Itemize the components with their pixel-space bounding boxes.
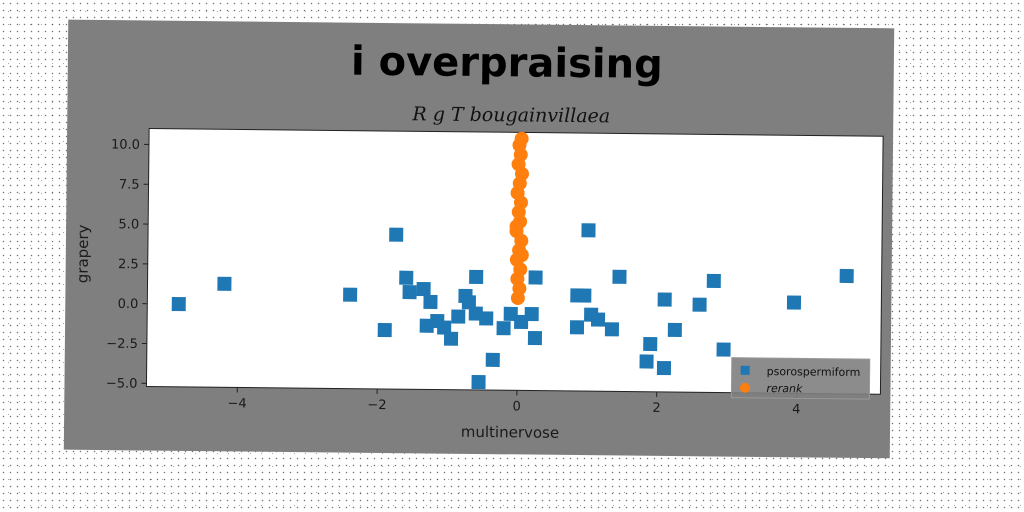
point-psorospermiform <box>471 374 486 390</box>
point-psorospermiform <box>524 307 539 322</box>
point-psorospermiform <box>527 330 543 346</box>
point-psorospermiform <box>479 311 494 326</box>
y-axis: −5.0 −2.5 0.0 2.5 5.0 7.5 10.0 <box>106 138 149 392</box>
point-psorospermiform <box>786 295 802 310</box>
point-psorospermiform <box>437 320 452 335</box>
point-psorospermiform <box>590 312 606 327</box>
point-psorospermiform <box>389 227 404 242</box>
figure-group: i overpraising R g T bougainvillaea −4 −2… <box>63 19 895 459</box>
legend-box <box>730 357 871 400</box>
point-psorospermiform <box>399 270 414 285</box>
point-psorospermiform <box>839 268 854 284</box>
point-psorospermiform <box>577 288 592 303</box>
point-psorospermiform <box>706 273 721 289</box>
point-psorospermiform <box>451 309 466 324</box>
point-rerank <box>514 131 529 146</box>
point-psorospermiform <box>402 285 417 300</box>
x-tick-label: −4 <box>227 396 246 411</box>
point-rerank <box>514 248 529 263</box>
data-marks <box>171 131 854 390</box>
point-psorospermiform <box>569 320 585 335</box>
chart-title: i overpraising <box>351 39 663 88</box>
point-psorospermiform <box>639 354 654 369</box>
y-tick-label: −2.5 <box>106 337 138 352</box>
point-psorospermiform <box>612 269 627 284</box>
legend-label-psorospermiform: psorospermiform <box>767 365 861 379</box>
y-tick-label: 0.0 <box>118 297 139 312</box>
x-axis-label: multinervose <box>461 423 560 442</box>
point-psorospermiform <box>485 352 500 367</box>
x-tick-label: 0 <box>513 399 521 414</box>
point-psorospermiform <box>443 331 459 346</box>
point-psorospermiform <box>461 295 476 310</box>
point-psorospermiform <box>643 336 658 352</box>
point-psorospermiform <box>217 276 232 291</box>
x-tick-label: 2 <box>652 401 660 416</box>
point-psorospermiform <box>377 323 392 338</box>
point-psorospermiform <box>469 269 484 284</box>
y-tick-label: 2.5 <box>118 257 139 272</box>
legend-marker-psorospermiform <box>740 365 750 375</box>
point-psorospermiform <box>692 297 707 312</box>
point-psorospermiform <box>581 223 596 238</box>
legend: psorospermiform rerank <box>730 357 871 400</box>
x-axis: −4 −2 0 2 4 <box>227 387 801 417</box>
point-psorospermiform <box>343 287 358 302</box>
legend-marker-rerank <box>739 382 750 393</box>
y-tick-label: 10.0 <box>111 138 140 153</box>
y-tick-label: −5.0 <box>106 376 138 391</box>
x-tick-label: 4 <box>792 402 800 417</box>
x-tick-label: −2 <box>367 398 386 413</box>
point-psorospermiform <box>604 322 620 337</box>
point-psorospermiform <box>657 292 672 307</box>
point-psorospermiform <box>667 322 682 338</box>
point-psorospermiform <box>171 296 186 312</box>
point-psorospermiform <box>528 270 543 285</box>
point-psorospermiform <box>496 321 511 336</box>
y-tick-label: 5.0 <box>118 217 139 232</box>
point-rerank <box>509 219 524 234</box>
y-tick-label: 7.5 <box>119 177 140 192</box>
point-psorospermiform <box>656 360 672 376</box>
point-psorospermiform <box>416 282 431 297</box>
y-axis-label: grapery <box>74 224 93 283</box>
point-psorospermiform <box>423 294 438 309</box>
legend-label-rerank: rerank <box>766 382 803 395</box>
point-psorospermiform <box>716 342 731 357</box>
chart-subtitle: R g T bougainvillaea <box>411 103 610 127</box>
